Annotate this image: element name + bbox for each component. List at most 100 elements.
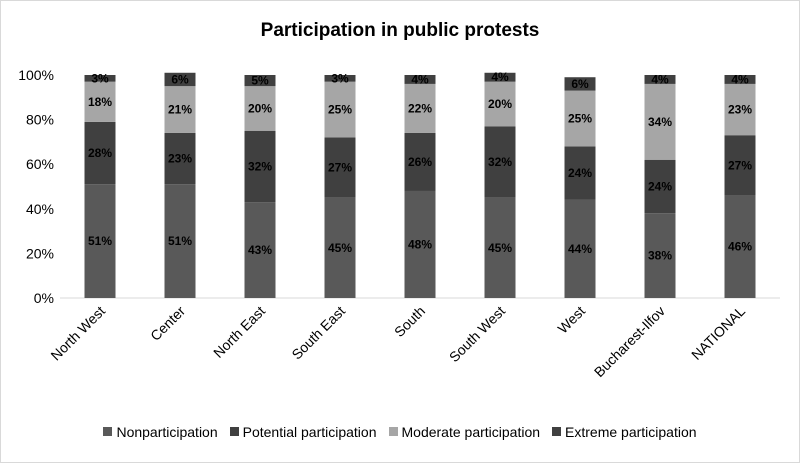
y-tick-label: 60% — [26, 156, 54, 172]
bar-segment — [564, 77, 596, 91]
legend-label: Potential participation — [242, 424, 377, 440]
data-label: 20% — [488, 97, 512, 111]
data-label: 27% — [328, 161, 352, 175]
bar-segment — [324, 197, 356, 298]
data-label: 3% — [331, 71, 349, 85]
y-tick-label: 0% — [34, 290, 54, 306]
bar-segment — [724, 135, 756, 196]
data-label: 45% — [328, 241, 352, 255]
data-label: 4% — [651, 72, 669, 86]
data-label: 46% — [728, 240, 752, 254]
data-label: 44% — [568, 242, 592, 256]
bar-segment — [84, 121, 116, 185]
bar-segment — [484, 72, 516, 82]
bar-segment — [644, 83, 676, 160]
bar-segment — [484, 81, 516, 127]
legend-swatch — [552, 427, 562, 436]
data-label: 32% — [488, 155, 512, 169]
bar-segment — [644, 159, 676, 214]
x-tick-label: NATIONAL — [688, 303, 748, 363]
data-label: 45% — [488, 241, 512, 255]
bar-segment — [244, 202, 276, 298]
bar-segment — [404, 132, 436, 191]
bar-segment — [644, 75, 676, 84]
bar-segment — [724, 83, 756, 136]
x-tick-label: Center — [147, 303, 188, 344]
data-label: 24% — [568, 166, 592, 180]
data-label: 34% — [648, 115, 672, 129]
x-tick-label: South — [391, 303, 428, 340]
data-label: 25% — [328, 103, 352, 117]
data-label: 48% — [408, 237, 432, 251]
bar-segment — [324, 137, 356, 198]
data-label: 4% — [411, 72, 429, 86]
bar-segment — [644, 213, 676, 298]
data-label: 24% — [648, 180, 672, 194]
bar-segment — [84, 81, 116, 122]
legend-swatch — [103, 427, 113, 436]
bar-segment — [164, 72, 196, 87]
legend-item: Extreme participation — [552, 424, 697, 440]
legend-label: Nonparticipation — [116, 424, 218, 440]
data-label: 21% — [168, 103, 192, 117]
data-label: 3% — [91, 71, 109, 85]
x-tick-label: Bucharest-Ilfov — [591, 303, 668, 380]
legend-swatch — [388, 427, 398, 436]
bar-segment — [404, 190, 436, 298]
bar-segment — [84, 75, 116, 82]
data-label: 32% — [248, 159, 272, 173]
bar-segment — [324, 81, 356, 138]
data-label: 4% — [491, 70, 509, 84]
data-label: 6% — [171, 72, 189, 86]
data-label: 20% — [248, 101, 272, 115]
bar-segment — [724, 195, 756, 298]
y-tick-label: 80% — [26, 112, 54, 128]
data-label: 28% — [88, 146, 112, 160]
y-tick-label: 20% — [26, 245, 54, 261]
y-tick-label: 100% — [18, 67, 54, 83]
data-label: 51% — [168, 234, 192, 248]
legend-swatch — [229, 427, 239, 436]
bar-segment — [564, 90, 596, 147]
bar-segment — [164, 86, 196, 133]
x-tick-label: North East — [210, 303, 268, 361]
x-tick-label: West — [554, 303, 588, 337]
legend-item: Nonparticipation — [103, 424, 218, 440]
data-label: 18% — [88, 95, 112, 109]
bar-segment — [164, 132, 196, 185]
data-label: 22% — [408, 101, 432, 115]
bar-segment — [404, 75, 436, 84]
data-label: 5% — [251, 74, 269, 88]
bar-segment — [324, 75, 356, 82]
bar-segment — [484, 126, 516, 198]
data-label: 27% — [728, 158, 752, 172]
legend-label: Moderate participation — [401, 424, 541, 440]
bar-segment — [724, 75, 756, 84]
bar-segment — [244, 86, 276, 131]
legend-item: Moderate participation — [388, 424, 541, 440]
data-label: 6% — [571, 77, 589, 91]
chart-title: Participation in public protests — [260, 20, 540, 41]
bar-segment — [484, 197, 516, 298]
bar-segment — [244, 75, 276, 87]
bar-segment — [84, 184, 116, 298]
bar-segment — [564, 199, 596, 298]
data-label: 4% — [731, 72, 749, 86]
legend: Nonparticipation Potential participation M… — [0, 424, 800, 440]
data-label: 51% — [88, 234, 112, 248]
data-label: 38% — [648, 249, 672, 263]
legend-label: Extreme participation — [565, 424, 697, 440]
bar-segment — [244, 130, 276, 203]
bar-segment — [164, 184, 196, 298]
legend-item: Potential participation — [229, 424, 377, 440]
bar-segment — [564, 146, 596, 200]
data-label: 23% — [728, 103, 752, 117]
data-label: 26% — [408, 155, 432, 169]
bar-segment — [404, 83, 436, 133]
x-tick-label: South East — [288, 303, 348, 363]
data-label: 23% — [168, 152, 192, 166]
data-label: 25% — [568, 111, 592, 125]
y-tick-label: 40% — [26, 201, 54, 217]
x-tick-label: North West — [47, 303, 108, 364]
